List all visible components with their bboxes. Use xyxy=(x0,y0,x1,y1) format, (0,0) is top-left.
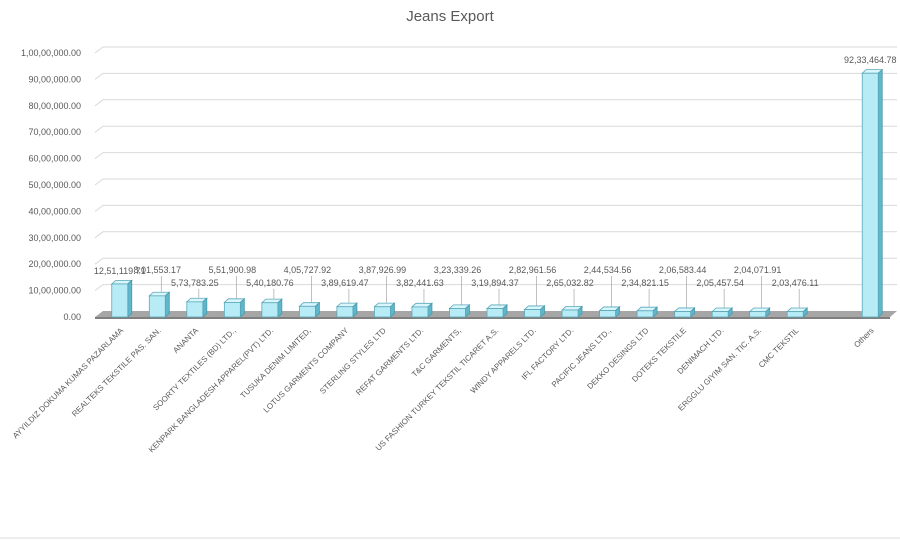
category-label: DEKKO DESINGS LTD xyxy=(585,326,650,391)
bar xyxy=(486,308,504,318)
gridline xyxy=(94,257,897,265)
data-label: 2,44,534.56 xyxy=(584,265,632,275)
bar xyxy=(411,306,429,318)
data-label: 2,03,476.11 xyxy=(772,278,819,288)
bar xyxy=(449,308,466,318)
data-label: 2,82,961.56 xyxy=(509,265,557,275)
category-label: REFAT GARMENTS LTD. xyxy=(354,326,425,397)
bar xyxy=(786,311,804,318)
gridline xyxy=(94,178,897,186)
y-tick-label: 70,00,000.00 xyxy=(28,127,81,137)
data-label: 5,73,783.25 xyxy=(171,278,219,288)
y-tick-label: 80,00,000.00 xyxy=(28,101,81,111)
y-tick-label: 50,00,000.00 xyxy=(28,180,81,190)
gridline xyxy=(94,46,897,54)
bar-side xyxy=(877,68,883,318)
chart-floor-edge xyxy=(95,317,890,319)
y-tick-label: 60,00,000.00 xyxy=(28,154,81,164)
bar xyxy=(298,305,316,318)
bar xyxy=(561,309,579,318)
data-label: 8,01,553.17 xyxy=(134,265,182,275)
bar-side xyxy=(164,291,170,318)
data-label: 4,05,727.92 xyxy=(284,265,332,275)
y-tick-label: 40,00,000.00 xyxy=(28,206,81,216)
bar xyxy=(374,306,391,318)
bar xyxy=(261,302,279,318)
bar xyxy=(674,311,692,318)
bar-side xyxy=(277,298,283,318)
data-label: 5,40,180.76 xyxy=(246,278,294,288)
bar xyxy=(148,295,166,318)
y-tick-label: 90,00,000.00 xyxy=(28,74,81,84)
category-label: ERGGLU GIYIM SAN. TIC. A.S. xyxy=(676,326,763,413)
data-label: 3,23,339.26 xyxy=(434,265,482,275)
category-label: CMC TEKSTIL xyxy=(757,326,801,370)
gridline xyxy=(94,125,897,133)
data-label: 2,04,071.91 xyxy=(734,265,782,275)
gridline xyxy=(94,204,897,212)
bar xyxy=(711,311,729,318)
category-label: TUSUKA DENIM LIMITED, xyxy=(239,326,313,400)
data-label: 2,34,821.15 xyxy=(621,278,669,288)
category-label: STERLING STYLES LTD xyxy=(318,326,388,396)
bar-side xyxy=(202,297,208,318)
bar xyxy=(861,72,879,318)
y-tick-label: 1,00,00,000.00 xyxy=(21,48,81,58)
y-tick-label: 0.00 xyxy=(63,312,81,322)
gridline xyxy=(94,72,897,80)
bar-side xyxy=(127,279,133,318)
bar xyxy=(599,310,616,318)
bar xyxy=(336,306,354,318)
gridline xyxy=(94,231,897,239)
bar xyxy=(186,301,204,318)
gridline xyxy=(94,284,897,292)
bar xyxy=(524,309,541,318)
category-label: WINDY APPARELS LTD. xyxy=(469,326,538,395)
data-label: 2,06,583.44 xyxy=(659,265,707,275)
bar xyxy=(636,310,654,318)
chart-title: Jeans Export xyxy=(406,8,494,25)
y-tick-label: 20,00,000.00 xyxy=(28,259,81,269)
gridline xyxy=(94,152,897,160)
bar xyxy=(223,302,241,318)
category-label: Others xyxy=(852,326,875,349)
data-label: 3,19,894.37 xyxy=(471,278,519,288)
data-label: 3,87,926.99 xyxy=(359,265,407,275)
data-label: 2,05,457.54 xyxy=(696,278,744,288)
gridline xyxy=(94,99,897,107)
data-label: 3,89,619.47 xyxy=(321,278,369,288)
bar-side xyxy=(239,297,245,318)
bar xyxy=(111,283,129,318)
y-tick-label: 10,00,000.00 xyxy=(28,286,81,296)
y-tick-label: 30,00,000.00 xyxy=(28,233,81,243)
data-label: 12,51,119.71 xyxy=(94,266,146,276)
data-label: 92,33,464.78 xyxy=(844,55,897,65)
category-label: ANANTA xyxy=(171,326,200,355)
data-label: 3,82,441.63 xyxy=(396,278,444,288)
data-label: 5,51,900.98 xyxy=(209,265,257,275)
bar xyxy=(749,311,767,318)
data-label: 2,65,032.82 xyxy=(546,278,594,288)
